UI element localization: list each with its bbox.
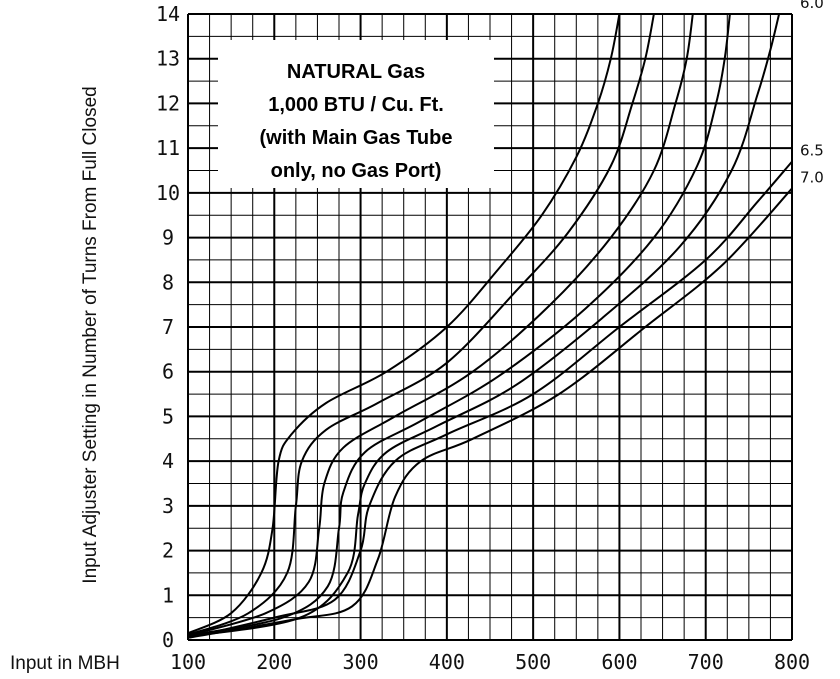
annotation-box	[218, 40, 494, 188]
x-tick-label: 800	[774, 650, 810, 674]
y-tick-label: 8	[162, 270, 174, 294]
y-tick-label: 13	[156, 47, 180, 71]
y-tick-label: 0	[162, 628, 174, 652]
x-tick-label: 400	[429, 650, 465, 674]
x-tick-labels: 100 200 300 400 500 600 700 800	[170, 650, 810, 674]
y-tick-label: 12	[156, 91, 180, 115]
x-tick-label: 700	[688, 650, 724, 674]
y-tick-label: 7	[162, 315, 174, 339]
curve-label: 7.0	[800, 168, 824, 186]
curves	[187, 13, 793, 639]
series-line	[187, 13, 621, 635]
y-tick-label: 4	[162, 449, 174, 473]
annotation-line-4: only, no Gas Port)	[271, 160, 442, 182]
series-line	[187, 13, 694, 637]
x-tick-label: 100	[170, 650, 206, 674]
x-tick-label: 300	[343, 650, 379, 674]
curve-label: 6.0	[800, 0, 824, 12]
series-line	[187, 13, 731, 637]
series-line	[187, 160, 793, 639]
y-tick-label: 11	[156, 136, 180, 160]
y-tick-label: 3	[162, 494, 174, 518]
annotation-line-3: (with Main Gas Tube	[260, 127, 453, 149]
y-tick-label: 5	[162, 404, 174, 428]
x-axis-label: Input in MBH	[10, 653, 120, 674]
curve-label: 6.5	[800, 142, 824, 160]
y-tick-label: 14	[156, 2, 180, 26]
y-tick-label: 9	[162, 226, 174, 250]
x-tick-label: 600	[601, 650, 637, 674]
series-line	[187, 187, 793, 639]
annotation-line-1: NATURAL Gas	[287, 61, 425, 83]
series-line	[187, 13, 655, 636]
series-line	[187, 13, 781, 638]
y-tick-label: 1	[162, 583, 174, 607]
y-tick-label: 2	[162, 539, 174, 563]
x-tick-label: 200	[256, 650, 292, 674]
x-tick-label: 500	[515, 650, 551, 674]
curve-labels: 6.0 6.5 7.0	[800, 0, 824, 186]
annotation-line-2: 1,000 BTU / Cu. Ft.	[268, 94, 444, 116]
y-tick-label: 10	[156, 181, 180, 205]
y-axis-label: Input Adjuster Setting in Number of Turn…	[80, 86, 101, 583]
y-tick-label: 6	[162, 360, 174, 384]
